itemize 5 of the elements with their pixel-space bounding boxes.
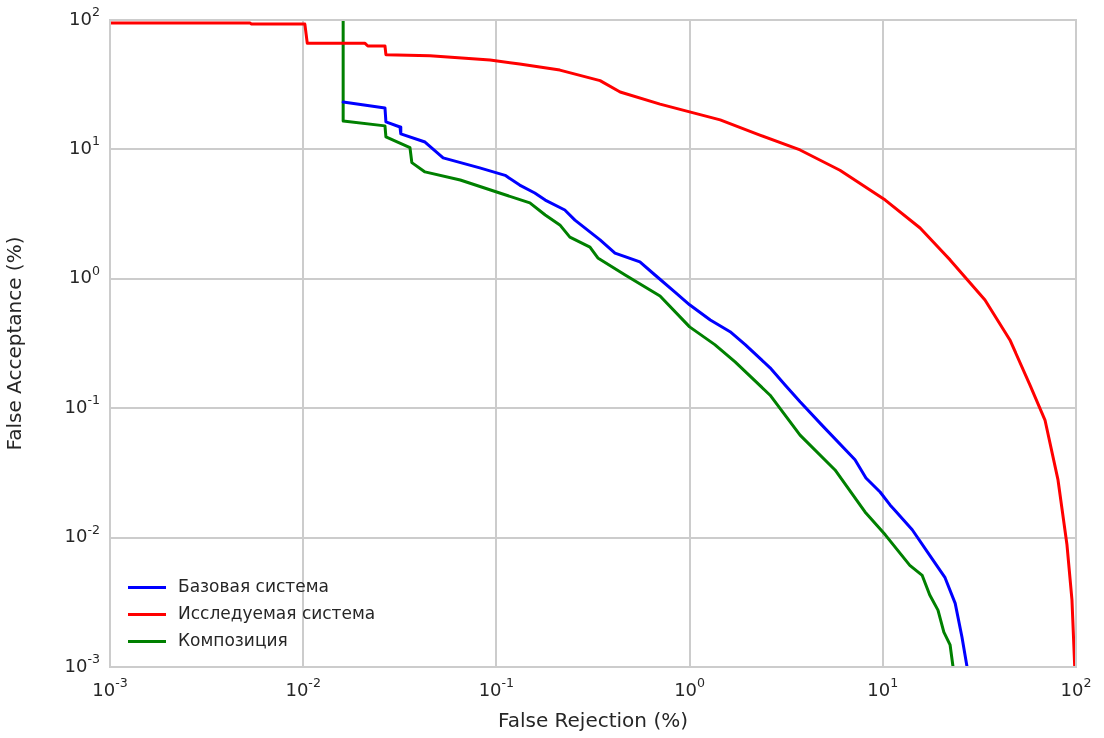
x-axis-title: False Rejection (%) — [498, 708, 688, 733]
y-axis-title: False Acceptance (%) — [2, 236, 27, 451]
legend-label: Исследуемая система — [178, 602, 376, 623]
legend-label: Композиция — [178, 629, 288, 650]
legend-label: Базовая система — [178, 575, 329, 596]
